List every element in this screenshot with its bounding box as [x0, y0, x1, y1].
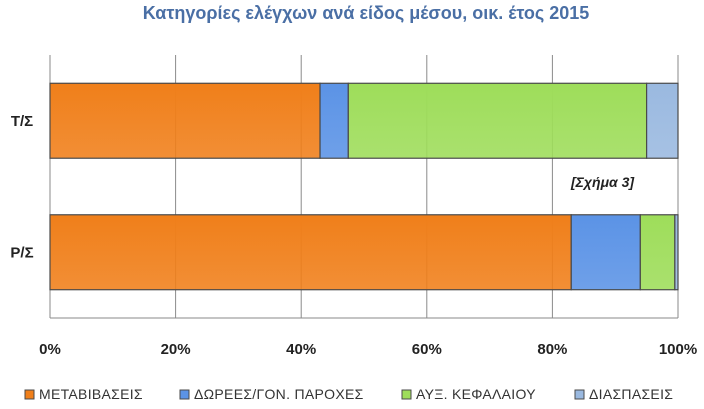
legend-item: ΜΕΤΑΒΙΒΑΣΕΙΣ: [24, 386, 143, 402]
bar-segment-0-2: [347, 82, 648, 159]
bar-segment-0-0: [49, 82, 321, 159]
bar-segment-1-0: [49, 214, 572, 291]
bar--: [570, 214, 641, 291]
bar--: [639, 214, 676, 291]
bar--: [49, 214, 572, 291]
x-tick-label: 80%: [537, 341, 567, 358]
bar--: [49, 82, 321, 159]
category-labels: Τ/Σ Ρ/Σ: [10, 113, 33, 262]
category-label: Τ/Σ: [11, 113, 33, 130]
legend-swatch: [179, 389, 190, 400]
legend-label: ΔΩΡΕΕΣ/ΓΟΝ. ΠΑΡΟΧΕΣ: [194, 386, 364, 402]
x-tick-labels: 0% 20% 40% 60% 80% 100%: [39, 341, 697, 358]
bar--: [319, 82, 349, 159]
legend-swatch: [24, 389, 35, 400]
figure-annotation: [Σχήμα 3]: [570, 174, 635, 190]
x-tick-label: 40%: [286, 341, 316, 358]
bar--: [674, 214, 679, 291]
bars: [49, 82, 679, 291]
legend-item: ΑΥΞ. ΚΕΦΑΛΑΙΟΥ: [401, 386, 536, 402]
legend-item: ΔΩΡΕΕΣ/ΓΟΝ. ΠΑΡΟΧΕΣ: [179, 386, 364, 402]
legend-item: ΔΙΑΣΠΑΣΕΙΣ: [574, 386, 673, 402]
bar-segment-1-2: [639, 214, 676, 291]
bar-segment-0-1: [319, 82, 349, 159]
bar-segment-0-3: [645, 82, 679, 159]
bar-segment-1-1: [570, 214, 641, 291]
legend: ΜΕΤΑΒΙΒΑΣΕΙΣ ΔΩΡΕΕΣ/ΓΟΝ. ΠΑΡΟΧΕΣ ΑΥΞ. ΚΕΦΑ…: [24, 386, 673, 402]
category-label: Ρ/Σ: [10, 244, 33, 261]
chart-title: Κατηγορίες ελέγχων ανά είδος μέσου, οικ.…: [143, 3, 590, 23]
bar--: [645, 82, 679, 159]
legend-label: ΑΥΞ. ΚΕΦΑΛΑΙΟΥ: [416, 386, 536, 402]
bar-segment-1-3: [674, 214, 679, 291]
x-tick-label: 60%: [412, 341, 442, 358]
x-tick-label: 100%: [659, 341, 697, 358]
bar--: [347, 82, 648, 159]
legend-swatch: [574, 389, 585, 400]
legend-swatch: [401, 389, 412, 400]
legend-label: ΜΕΤΑΒΙΒΑΣΕΙΣ: [39, 386, 143, 402]
legend-label: ΔΙΑΣΠΑΣΕΙΣ: [589, 386, 673, 402]
x-tick-label: 0%: [39, 341, 61, 358]
x-tick-label: 20%: [161, 341, 191, 358]
